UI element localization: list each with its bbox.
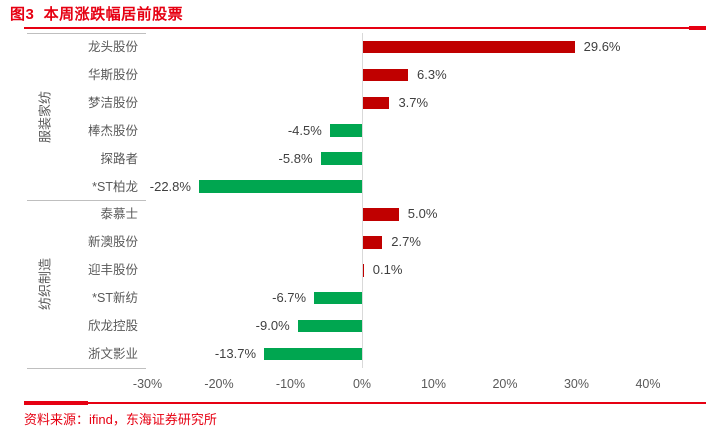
x-axis-tick-label: 40% — [635, 377, 661, 391]
stock-label: 龙头股份 — [87, 39, 138, 54]
bar-positive — [363, 208, 399, 221]
bar-negative — [264, 347, 362, 361]
footer-divider — [24, 402, 706, 404]
bar-chart: 龙头股份 29.6% 华斯股份 6.3% 梦洁股份 3.7% 棒杰股份 -4.5% 探路者 -5.… — [27, 32, 661, 391]
title-divider-cap — [689, 26, 706, 30]
bar-positive — [363, 96, 390, 110]
zero-axis-line — [362, 33, 363, 368]
stock-label: 棒杰股份 — [87, 123, 138, 138]
stock-label: 浙文影业 — [87, 347, 138, 362]
source-note: 资料来源：ifind，东海证券研究所 — [24, 412, 217, 427]
stock-label: 迎丰股份 — [87, 263, 138, 278]
bar-positive — [363, 68, 409, 82]
stock-label: 欣龙控股 — [87, 319, 138, 334]
stock-label: 探路者 — [100, 151, 138, 166]
stock-label: *ST柏龙 — [92, 179, 138, 194]
x-axis-tick-label: 10% — [420, 377, 447, 391]
value-label: 5.0% — [407, 206, 438, 222]
bar-positive — [363, 264, 364, 277]
stock-label: *ST新纺 — [92, 291, 138, 306]
footer-divider-cap — [24, 401, 88, 405]
bar-negative — [329, 124, 362, 137]
value-label: -13.7% — [214, 346, 257, 362]
value-label: -5.8% — [278, 150, 313, 166]
value-label: 2.7% — [391, 234, 421, 250]
category-tick-line — [27, 367, 146, 369]
bar-positive — [363, 40, 575, 54]
x-axis-tick-label: 30% — [563, 377, 590, 391]
group-axis-label: 纺织制造 — [37, 258, 53, 311]
x-axis-tick-label: -30% — [132, 377, 163, 391]
stock-label: 梦洁股份 — [87, 95, 138, 110]
stock-label: 泰慕士 — [100, 207, 138, 222]
bar-negative — [297, 319, 362, 333]
group-axis-label: 服装家纺 — [37, 90, 53, 143]
value-label: -4.5% — [287, 122, 322, 138]
value-label: -9.0% — [255, 318, 290, 334]
value-label: 3.7% — [398, 94, 429, 110]
stock-label: 新澳股份 — [87, 235, 138, 250]
category-tick-line — [27, 32, 146, 34]
x-axis-tick-label: -20% — [204, 377, 234, 391]
x-axis-tick-label: 0% — [352, 377, 372, 391]
value-label: -22.8% — [149, 178, 191, 194]
category-tick-line — [27, 200, 146, 201]
bar-positive — [363, 236, 383, 249]
value-label: 6.3% — [417, 66, 447, 82]
x-axis-tick-label: 20% — [492, 377, 518, 391]
figure-title: 图3 本周涨跌幅居前股票 — [10, 6, 184, 23]
bar-negative — [198, 180, 362, 193]
value-label: 29.6% — [583, 38, 621, 54]
stock-label: 华斯股份 — [87, 67, 138, 82]
value-label: -6.7% — [272, 290, 307, 306]
bar-negative — [320, 152, 362, 165]
x-axis-tick-label: -10% — [275, 377, 306, 391]
value-label: 0.1% — [372, 262, 403, 278]
title-divider — [24, 27, 706, 29]
bar-negative — [314, 291, 362, 305]
